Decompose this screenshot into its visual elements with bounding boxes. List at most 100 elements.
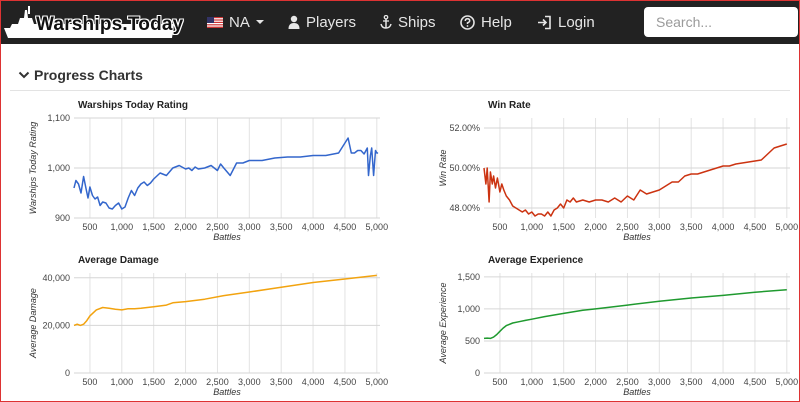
chart-title: Average Damage	[78, 255, 159, 266]
chevron-down-icon	[255, 20, 264, 24]
x-tick-label: 2,500	[206, 377, 229, 387]
region-label: NA	[229, 13, 250, 31]
chart-title: Average Experience	[488, 255, 584, 266]
y-tick-label: 500	[465, 336, 480, 346]
x-tick-label: 2,500	[616, 377, 639, 387]
us-flag-icon	[207, 16, 223, 28]
top-navbar: Warships.Today NA Players Ships	[0, 0, 800, 44]
y-tick-label: 0	[65, 368, 70, 378]
nav-login-label: Login	[558, 13, 595, 31]
x-tick-label: 4,500	[334, 377, 357, 387]
x-tick-label: 1,500	[552, 222, 575, 232]
x-tick-label: 3,500	[270, 222, 293, 232]
x-tick-label: 5,000	[776, 222, 798, 232]
series-line	[73, 274, 377, 327]
x-tick-label: 5,000	[366, 222, 388, 232]
x-tick-label: 1,000	[111, 222, 134, 232]
x-tick-label: 3,000	[238, 377, 261, 387]
x-tick-label: 2,500	[206, 222, 229, 232]
x-tick-label: 4,500	[334, 222, 357, 232]
x-tick-label: 3,000	[648, 222, 671, 232]
y-axis-label: Average Experience	[438, 283, 448, 365]
warship-logo-icon	[4, 6, 174, 38]
x-tick-label: 1,000	[111, 377, 134, 387]
nav-help-link[interactable]: Help	[460, 0, 512, 44]
x-axis-label: Battles	[623, 232, 651, 242]
x-tick-label: 3,500	[680, 377, 703, 387]
progress-charts-header[interactable]: Progress Charts	[18, 66, 143, 84]
experience-chart: Average Experience 500 1,000 1,500 2,000 2,50…	[418, 249, 798, 399]
x-tick-label: 2,500	[616, 222, 639, 232]
question-circle-icon	[460, 14, 475, 30]
x-tick-label: 1,000	[521, 377, 544, 387]
x-tick-label: 4,000	[712, 222, 735, 232]
section-divider	[10, 90, 790, 91]
y-axis-label: Average Damage	[28, 288, 38, 359]
chart-svg: Average Experience 500 1,000 1,500 2,000 2,50…	[438, 255, 798, 397]
nav-help-label: Help	[481, 13, 512, 31]
x-tick-label: 3,500	[680, 222, 703, 232]
nav-players-link[interactable]: Players	[288, 0, 356, 44]
series-line	[483, 143, 788, 217]
x-tick-label: 5,000	[776, 377, 798, 387]
x-tick-label: 2,000	[174, 377, 197, 387]
x-tick-label: 1,500	[552, 377, 575, 387]
search-input[interactable]	[644, 7, 798, 37]
x-tick-label: 3,000	[238, 222, 261, 232]
chevron-down-icon	[18, 71, 30, 79]
brand-logo[interactable]: Warships.Today	[4, 4, 183, 40]
y-tick-label: 40,000	[42, 273, 70, 283]
x-tick-label: 2,000	[584, 222, 607, 232]
x-tick-label: 1,500	[142, 222, 165, 232]
y-tick-label: 48.00%	[449, 203, 480, 213]
chart-title: Win Rate	[488, 100, 531, 111]
section-title: Progress Charts	[34, 67, 143, 83]
x-tick-label: 4,500	[744, 222, 767, 232]
nav-players-label: Players	[306, 13, 357, 31]
y-axis-label: Warships Today Rating	[28, 122, 38, 215]
x-tick-label: 2,000	[174, 222, 197, 232]
x-axis-label: Battles	[213, 387, 241, 397]
x-tick-label: 500	[82, 377, 97, 387]
y-tick-label: 900	[55, 213, 70, 223]
nav-ships-link[interactable]: Ships	[380, 0, 436, 44]
y-tick-label: 20,000	[42, 320, 70, 330]
x-tick-label: 4,500	[744, 377, 767, 387]
x-axis-label: Battles	[623, 387, 651, 397]
region-dropdown[interactable]: NA	[207, 0, 264, 44]
x-tick-label: 5,000	[366, 377, 388, 387]
chart-svg: Warships Today Rating 500 1,000 1,500 2,000 2…	[28, 100, 388, 242]
y-tick-label: 52.00%	[449, 123, 480, 133]
login-icon	[538, 15, 551, 29]
x-axis-label: Battles	[213, 232, 241, 242]
chart-svg: Average Damage 500 1,000 1,500 2,000 2,500 3,0…	[28, 255, 388, 397]
y-tick-label: 0	[475, 368, 480, 378]
x-tick-label: 2,000	[584, 377, 607, 387]
x-tick-label: 4,000	[302, 377, 325, 387]
y-axis-label: Win Rate	[438, 150, 448, 187]
damage-chart: Average Damage 500 1,000 1,500 2,000 2,500 3,0…	[8, 249, 388, 399]
x-tick-label: 500	[492, 377, 507, 387]
y-tick-label: 1,100	[47, 113, 70, 123]
y-tick-label: 1,000	[457, 304, 480, 314]
x-tick-label: 3,500	[270, 377, 293, 387]
nav-ships-label: Ships	[398, 13, 436, 31]
chart-title: Warships Today Rating	[78, 100, 188, 111]
x-tick-label: 1,000	[521, 222, 544, 232]
x-tick-label: 1,500	[142, 377, 165, 387]
x-tick-label: 500	[492, 222, 507, 232]
rating-chart: Warships Today Rating 500 1,000 1,500 2,000 2…	[8, 94, 388, 244]
winrate-chart: Win Rate 500 1,000 1,500 2,000 2,500 3,000 3,50…	[418, 94, 798, 244]
anchor-icon	[380, 15, 392, 29]
x-tick-label: 3,000	[648, 377, 671, 387]
chart-svg: Win Rate 500 1,000 1,500 2,000 2,500 3,000 3,50…	[438, 100, 798, 242]
brand-name: Warships.Today	[36, 14, 184, 35]
y-tick-label: 1,000	[47, 163, 70, 173]
x-tick-label: 500	[82, 222, 97, 232]
nav-login-link[interactable]: Login	[537, 0, 595, 44]
x-tick-label: 4,000	[712, 377, 735, 387]
y-tick-label: 1,500	[457, 272, 480, 282]
series-line	[73, 137, 379, 210]
user-icon	[288, 15, 300, 29]
series-line	[483, 288, 787, 340]
